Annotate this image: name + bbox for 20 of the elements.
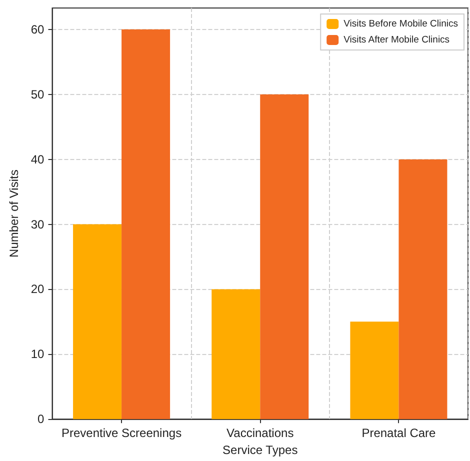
y-tick-label: 10 (30, 347, 45, 362)
x-axis-title: Service Types (222, 443, 298, 457)
bar (73, 224, 122, 420)
y-tick-label: 50 (30, 87, 45, 102)
bar (212, 289, 260, 420)
x-tick-label: Vaccinations (226, 426, 294, 440)
y-tick-label: 0 (38, 412, 45, 426)
bar (350, 322, 399, 420)
bar (398, 159, 448, 420)
y-tick-label: 40 (30, 152, 45, 166)
y-tick-label: 20 (30, 282, 45, 296)
x-tick-label: Preventive Screenings (62, 426, 182, 440)
legend-label: Visits After Mobile Clinics (344, 34, 450, 46)
y-tick-label: 30 (30, 217, 45, 232)
x-tick-label: Prenatal Care (362, 426, 436, 440)
legend-label: Visits Before Mobile Clinics (344, 18, 458, 30)
bar (260, 94, 309, 420)
y-axis-title: Number of Visits (7, 170, 21, 258)
bar (122, 29, 170, 420)
y-tick-label: 60 (30, 22, 45, 36)
